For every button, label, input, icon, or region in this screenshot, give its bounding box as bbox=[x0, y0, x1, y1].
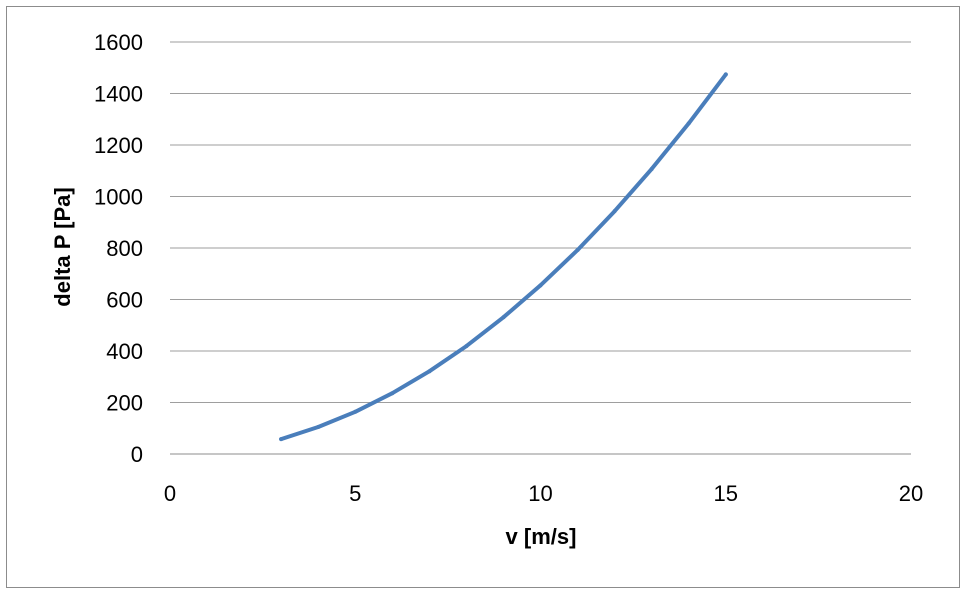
x-tick-label: 10 bbox=[528, 481, 552, 506]
data-point bbox=[279, 437, 284, 442]
data-point bbox=[390, 391, 395, 396]
x-axis-title: v [m/s] bbox=[506, 524, 577, 549]
series-group bbox=[279, 72, 728, 442]
y-tick-label: 1600 bbox=[94, 30, 143, 55]
data-point bbox=[649, 166, 654, 171]
data-point bbox=[427, 369, 432, 374]
data-point bbox=[464, 344, 469, 349]
y-tick-label: 0 bbox=[131, 442, 143, 467]
y-tick-label: 600 bbox=[106, 288, 143, 313]
y-tick-labels: 0 200 400 600 800 1000 1200 1400 1600 bbox=[94, 30, 143, 467]
x-tick-label: 5 bbox=[349, 481, 361, 506]
y-tick-label: 1200 bbox=[94, 133, 143, 158]
y-axis-title: delta P [Pa] bbox=[50, 187, 75, 306]
data-point bbox=[575, 248, 580, 253]
data-point bbox=[501, 315, 506, 320]
x-tick-label: 0 bbox=[164, 481, 176, 506]
y-tick-label: 200 bbox=[106, 391, 143, 416]
chart-frame bbox=[6, 6, 960, 588]
data-point bbox=[353, 409, 358, 414]
data-point bbox=[538, 283, 543, 288]
gridlines bbox=[170, 41, 911, 455]
data-point bbox=[686, 121, 691, 126]
y-tick-label: 400 bbox=[106, 339, 143, 364]
x-tick-labels: 0 5 10 15 20 bbox=[164, 481, 923, 506]
y-tick-label: 1400 bbox=[94, 82, 143, 107]
data-point bbox=[316, 424, 321, 429]
y-tick-label: 1000 bbox=[94, 185, 143, 210]
x-tick-label: 15 bbox=[714, 481, 738, 506]
data-point bbox=[612, 209, 617, 214]
x-tick-label: 20 bbox=[899, 481, 923, 506]
y-tick-label: 800 bbox=[106, 236, 143, 261]
series-line bbox=[279, 72, 728, 442]
data-point bbox=[723, 72, 728, 77]
